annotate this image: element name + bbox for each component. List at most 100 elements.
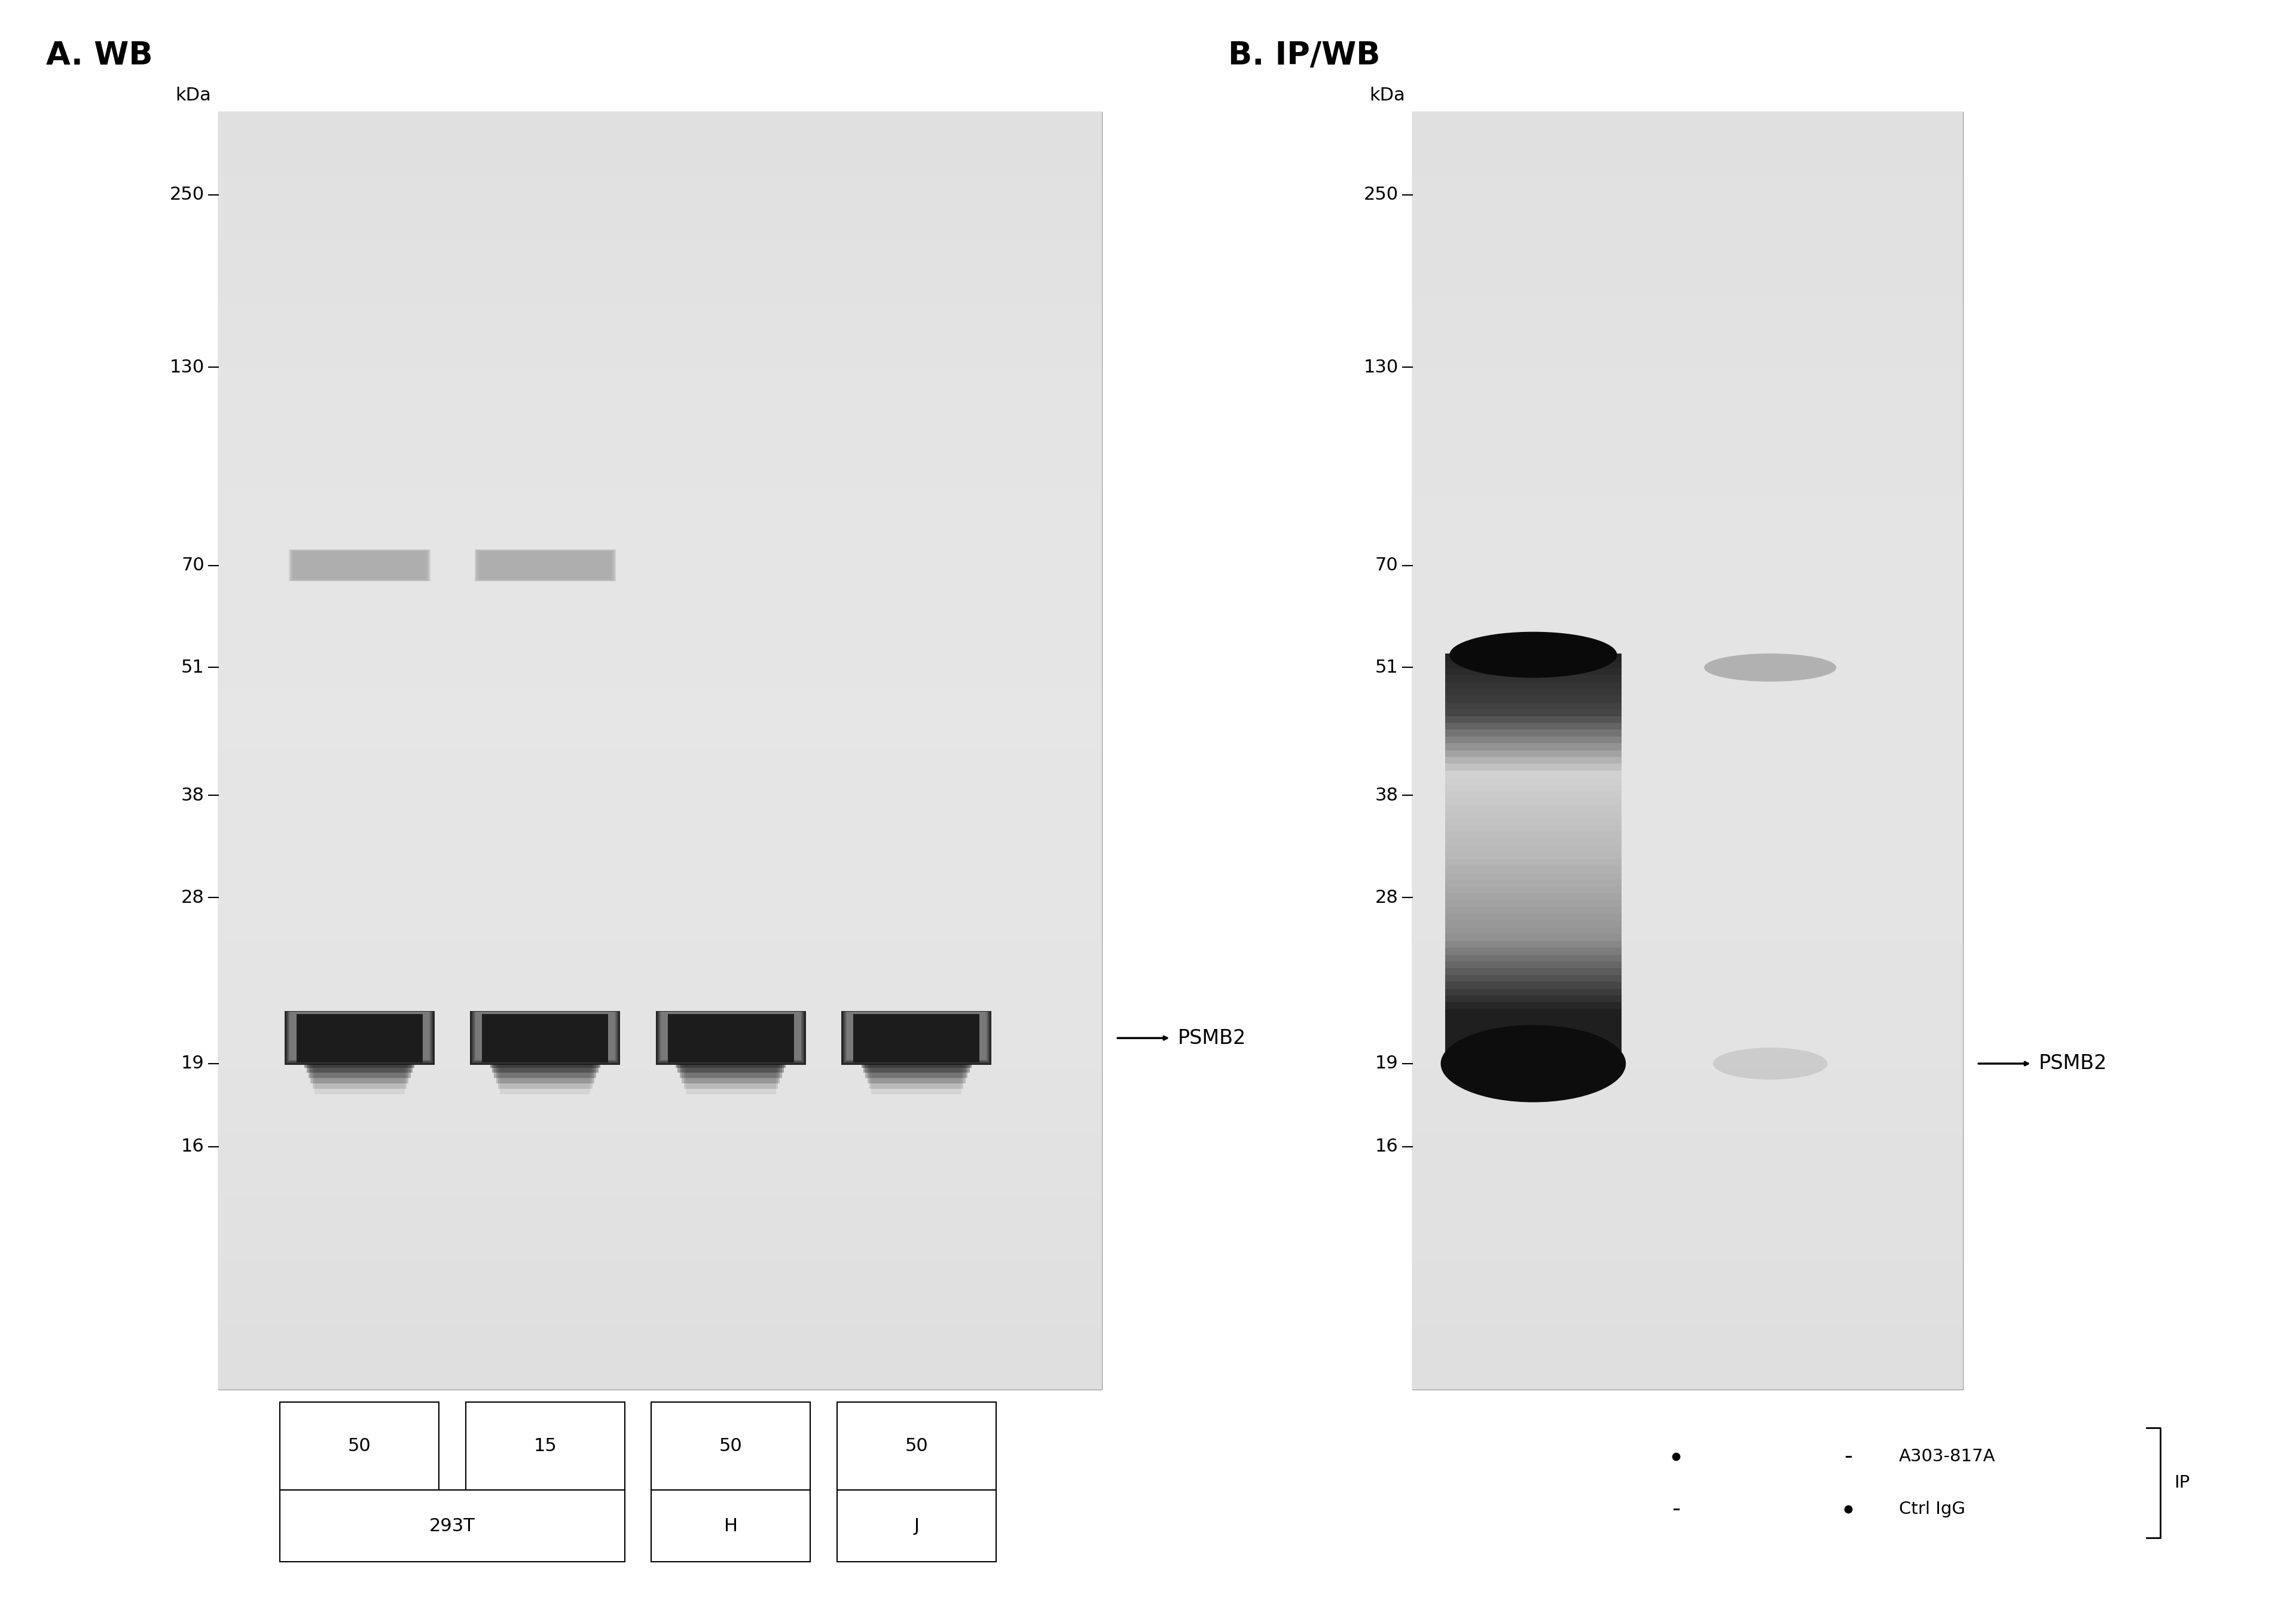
Bar xyxy=(218,687,1102,751)
Bar xyxy=(1444,872,1621,880)
Bar xyxy=(863,1046,969,1073)
Bar xyxy=(845,1011,990,1062)
Bar xyxy=(1444,966,1621,976)
Bar xyxy=(480,551,611,580)
Text: 16: 16 xyxy=(1375,1139,1398,1155)
Bar xyxy=(1444,818,1621,826)
Bar xyxy=(1444,933,1621,941)
Bar xyxy=(1444,803,1621,811)
Bar xyxy=(292,551,427,580)
Text: 38: 38 xyxy=(1375,787,1398,803)
Bar xyxy=(218,112,1102,1389)
Bar xyxy=(287,1011,434,1064)
Bar xyxy=(218,303,1102,367)
Text: 50: 50 xyxy=(905,1437,928,1455)
Bar xyxy=(1444,878,1621,886)
Bar xyxy=(294,553,425,578)
Bar xyxy=(843,1011,990,1064)
Bar xyxy=(312,1062,406,1089)
Bar xyxy=(1444,974,1621,982)
Bar xyxy=(1444,789,1621,798)
Bar xyxy=(854,1014,980,1062)
Bar xyxy=(480,551,611,580)
Bar xyxy=(659,1011,801,1060)
Bar xyxy=(473,1011,618,1062)
Bar xyxy=(498,1062,592,1089)
Bar xyxy=(861,1041,971,1067)
Bar xyxy=(677,1046,783,1073)
Text: 50: 50 xyxy=(349,1437,372,1455)
Text: 70: 70 xyxy=(1375,557,1398,573)
Bar xyxy=(1444,926,1621,934)
Bar xyxy=(289,1011,429,1060)
Bar xyxy=(1412,942,1963,1006)
Bar xyxy=(1444,891,1621,901)
Bar xyxy=(478,551,613,580)
Bar xyxy=(475,1012,615,1059)
Text: 130: 130 xyxy=(170,359,204,375)
Text: -: - xyxy=(1844,1445,1853,1468)
Bar xyxy=(218,495,1102,559)
Bar xyxy=(289,1012,429,1059)
Text: kDa: kDa xyxy=(174,86,211,104)
Bar xyxy=(218,1326,1102,1389)
Bar xyxy=(489,1041,599,1067)
Bar xyxy=(289,1011,429,1060)
Bar xyxy=(870,1062,964,1089)
Bar xyxy=(1444,695,1621,703)
Bar xyxy=(847,1012,985,1059)
Text: PSMB2: PSMB2 xyxy=(2039,1054,2108,1073)
Bar xyxy=(218,112,1102,176)
Bar xyxy=(475,1011,615,1060)
Bar xyxy=(1412,303,1963,367)
Text: IP: IP xyxy=(2174,1474,2190,1492)
Text: 19: 19 xyxy=(181,1056,204,1072)
Bar xyxy=(659,1011,804,1062)
Point xyxy=(1658,1444,1694,1469)
Bar xyxy=(289,549,429,581)
Bar xyxy=(1412,1262,1963,1326)
Bar xyxy=(657,1011,806,1065)
Bar xyxy=(687,1067,776,1094)
Bar xyxy=(682,1057,781,1084)
Bar xyxy=(287,1011,432,1062)
Text: 293T: 293T xyxy=(429,1517,475,1535)
Text: 28: 28 xyxy=(1375,890,1398,905)
Bar xyxy=(1444,947,1621,955)
Bar xyxy=(218,559,1102,623)
Bar xyxy=(659,1011,801,1062)
Text: Ctrl IgG: Ctrl IgG xyxy=(1899,1501,1965,1517)
Bar xyxy=(1444,668,1621,676)
Bar xyxy=(315,1067,404,1094)
Bar xyxy=(1412,112,1963,1389)
Bar xyxy=(1412,687,1963,751)
Bar xyxy=(1444,912,1621,920)
Bar xyxy=(845,1011,990,1062)
Text: 130: 130 xyxy=(1364,359,1398,375)
Bar xyxy=(843,1011,990,1064)
Bar xyxy=(1412,112,1963,176)
Ellipse shape xyxy=(1449,632,1616,677)
Text: H: H xyxy=(723,1517,737,1535)
Bar xyxy=(1444,851,1621,859)
Bar xyxy=(496,1057,595,1084)
Bar xyxy=(294,551,425,580)
Bar xyxy=(1412,1198,1963,1262)
Bar xyxy=(218,1198,1102,1262)
Bar xyxy=(475,1011,615,1060)
Bar xyxy=(287,1011,432,1062)
Bar xyxy=(1444,715,1621,723)
Bar xyxy=(287,1011,432,1064)
Bar xyxy=(218,1070,1102,1134)
Bar xyxy=(1444,674,1621,682)
Bar xyxy=(1444,728,1621,736)
Text: 16: 16 xyxy=(181,1139,204,1155)
Bar xyxy=(1412,367,1963,431)
Bar xyxy=(218,1006,1102,1070)
Bar xyxy=(657,1011,804,1064)
Bar xyxy=(473,1011,618,1064)
Bar xyxy=(482,1014,608,1062)
Bar xyxy=(466,1402,625,1490)
Bar xyxy=(1444,1022,1621,1030)
Bar xyxy=(1444,1001,1621,1009)
